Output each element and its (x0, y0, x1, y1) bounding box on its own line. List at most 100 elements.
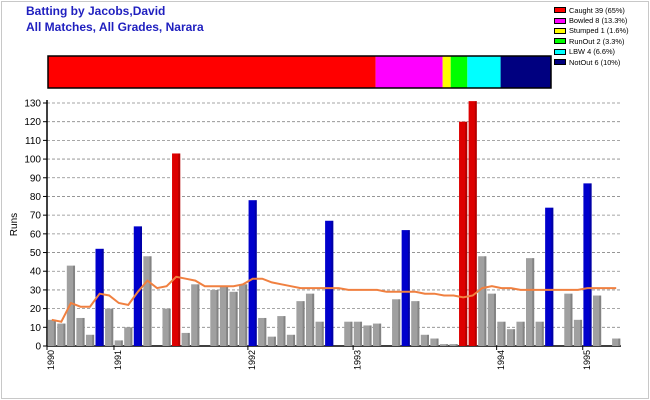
innings-bar (315, 321, 324, 346)
legend-swatch (554, 59, 566, 66)
innings-bar-shade (474, 101, 477, 346)
innings-bar (105, 308, 114, 346)
y-tick-label: 130 (24, 99, 41, 110)
innings-bar-shade (570, 293, 573, 346)
innings-bar-shade (379, 323, 382, 346)
chart-subtitle: All Matches, All Grades, Narara (26, 20, 204, 34)
legend-item-caught: Caught 39 (65%) (554, 5, 629, 15)
innings-bar-shade (293, 334, 296, 346)
y-tick-label: 50 (30, 248, 42, 259)
innings-bar-shade (168, 308, 171, 346)
y-tick-label: 0 (35, 342, 41, 353)
legend-item-lbw: LBW 4 (6.6%) (554, 47, 629, 57)
innings-bar (487, 293, 496, 346)
innings-bar-shade (92, 334, 95, 346)
innings-bar (325, 220, 334, 346)
innings-bar-shade (149, 256, 152, 346)
y-tick-label: 90 (30, 173, 42, 184)
innings-bar-shade (589, 183, 592, 346)
innings-bar (344, 321, 353, 346)
innings-bar (516, 321, 525, 346)
x-tick-label: 1991 (113, 350, 123, 370)
y-axis-label: Runs (9, 213, 20, 236)
innings-bar (85, 334, 95, 346)
innings-bar-shade (245, 284, 248, 346)
innings-bar (430, 338, 439, 346)
x-tick-label: 1993 (352, 350, 362, 370)
innings-bar-shade (493, 293, 496, 346)
innings-bar-shade (446, 344, 449, 346)
legend-item-notout: NotOut 6 (10%) (554, 57, 629, 67)
innings-bar-shade (139, 226, 142, 346)
innings-bar-shade (522, 321, 525, 346)
legend: Caught 39 (65%) Bowled 8 (13.3%) Stumped… (554, 5, 629, 67)
innings-bar-shade (63, 323, 66, 346)
innings-bar (526, 258, 535, 346)
x-tick-label: 1992 (247, 350, 257, 370)
innings-bar (181, 332, 190, 346)
innings-bar-shade (417, 301, 420, 346)
legend-swatch (554, 38, 566, 45)
legend-item-stumped: Stumped 1 (1.6%) (554, 26, 629, 36)
innings-bar (612, 338, 621, 346)
innings-bar (592, 295, 602, 346)
innings-bar (401, 230, 410, 346)
innings-bar-shade (532, 258, 535, 346)
innings-bar-shade (111, 308, 114, 346)
innings-bar-shade (197, 284, 200, 346)
x-tick-label: 1995 (582, 350, 592, 370)
innings-bar (172, 153, 181, 346)
y-tick-label: 100 (24, 155, 41, 166)
innings-bar-shade (82, 317, 85, 346)
y-tick-label: 110 (25, 136, 41, 147)
innings-bar (573, 319, 583, 346)
innings-bar-shade (283, 316, 286, 346)
innings-bar-shade (101, 248, 104, 346)
innings-bar (219, 286, 229, 346)
innings-bar (143, 256, 152, 346)
innings-bar-shade (120, 340, 123, 346)
innings-bar-shade (599, 295, 602, 346)
innings-bar (210, 289, 219, 346)
innings-bar-shade (302, 301, 305, 346)
innings-bar (449, 344, 458, 346)
legend-swatch (554, 17, 566, 24)
dismissal-segment-runout (450, 56, 468, 88)
innings-bar-shade (398, 299, 401, 346)
x-tick-label: 1994 (496, 350, 506, 370)
innings-bar-shade (407, 230, 410, 346)
innings-bar (191, 284, 200, 346)
innings-bar (114, 340, 123, 346)
innings-bar (459, 121, 468, 346)
innings-bar (57, 323, 66, 346)
innings-bar-shade (73, 265, 76, 346)
innings-bar-shade (53, 319, 56, 346)
innings-bar (277, 316, 286, 346)
chart-title: Batting by Jacobs,David (26, 4, 166, 18)
innings-bar-shade (541, 321, 544, 346)
innings-bar (296, 301, 305, 346)
innings-bar-shade (235, 291, 238, 346)
dismissal-segment-stumped (442, 56, 451, 88)
dismissal-segment-bowled (375, 56, 443, 88)
dismissal-segment-caught (48, 56, 376, 88)
legend-item-bowled: Bowled 8 (13.3%) (554, 15, 629, 25)
innings-bar (411, 301, 420, 346)
innings-bar-shade (350, 321, 353, 346)
average-line (51, 275, 617, 323)
innings-bar (76, 317, 85, 346)
innings-bar (439, 344, 449, 346)
y-tick-label: 80 (30, 192, 42, 203)
legend-item-runout: RunOut 2 (3.3%) (554, 36, 629, 46)
innings-bar (392, 299, 401, 346)
dismissal-segment-lbw (467, 56, 501, 88)
innings-bar-shade (178, 153, 181, 346)
y-tick-label: 10 (30, 323, 42, 334)
legend-label: Stumped 1 (1.6%) (569, 26, 629, 36)
dismissal-bar-border (47, 55, 552, 89)
innings-bar (95, 248, 104, 346)
innings-bar (497, 321, 506, 346)
innings-bar-shade (216, 289, 219, 346)
